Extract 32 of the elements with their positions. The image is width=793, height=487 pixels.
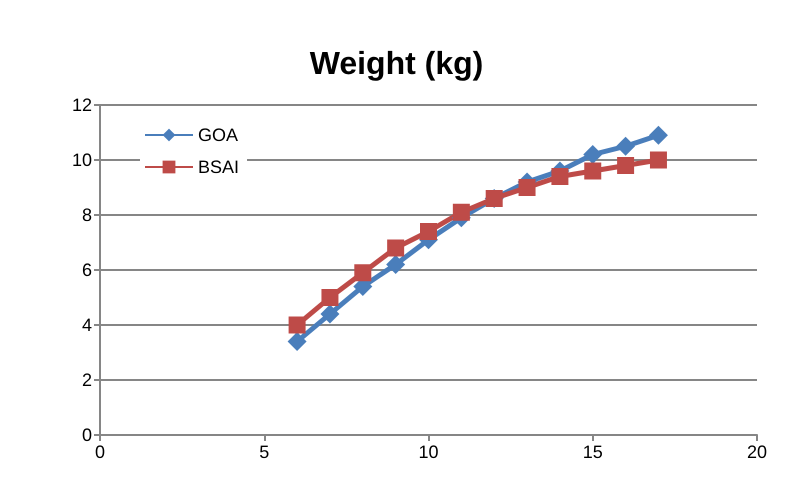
y-tick-label: 6 [82, 260, 92, 280]
point [420, 223, 437, 240]
y-tick-label: 10 [72, 150, 92, 170]
point [386, 255, 406, 274]
y-tick-label: 12 [72, 95, 92, 115]
x-tick-label: 5 [259, 442, 270, 462]
point [583, 145, 602, 164]
point [321, 289, 338, 306]
point [551, 168, 568, 185]
point [452, 204, 470, 221]
point [616, 136, 636, 156]
y-tick-label: 8 [82, 205, 92, 225]
chart-title: Weight (kg) [310, 45, 484, 81]
point [320, 304, 340, 324]
x-tick-label: 20 [746, 442, 768, 462]
y-tick-label: 4 [82, 315, 92, 335]
y-tick-label: 0 [82, 425, 92, 445]
point [288, 316, 306, 334]
legend-label: GOA [198, 125, 238, 145]
legend-label: BSAI [198, 157, 240, 177]
x-tick-label: 15 [582, 442, 603, 462]
point [354, 264, 372, 282]
point [648, 126, 668, 145]
point [617, 157, 634, 174]
point [518, 179, 536, 196]
point [387, 240, 404, 256]
y-tick-label: 2 [82, 370, 92, 390]
x-tick-label: 0 [94, 442, 106, 462]
point [584, 162, 602, 180]
point [288, 332, 307, 351]
x-tick-label: 10 [418, 442, 439, 462]
point [650, 152, 667, 168]
